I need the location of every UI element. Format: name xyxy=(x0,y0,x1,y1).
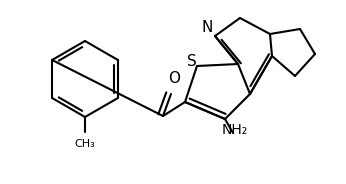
Text: O: O xyxy=(168,71,180,86)
Text: N: N xyxy=(201,20,213,36)
Text: CH₃: CH₃ xyxy=(75,139,95,149)
Text: NH₂: NH₂ xyxy=(222,123,248,137)
Text: S: S xyxy=(187,54,197,68)
